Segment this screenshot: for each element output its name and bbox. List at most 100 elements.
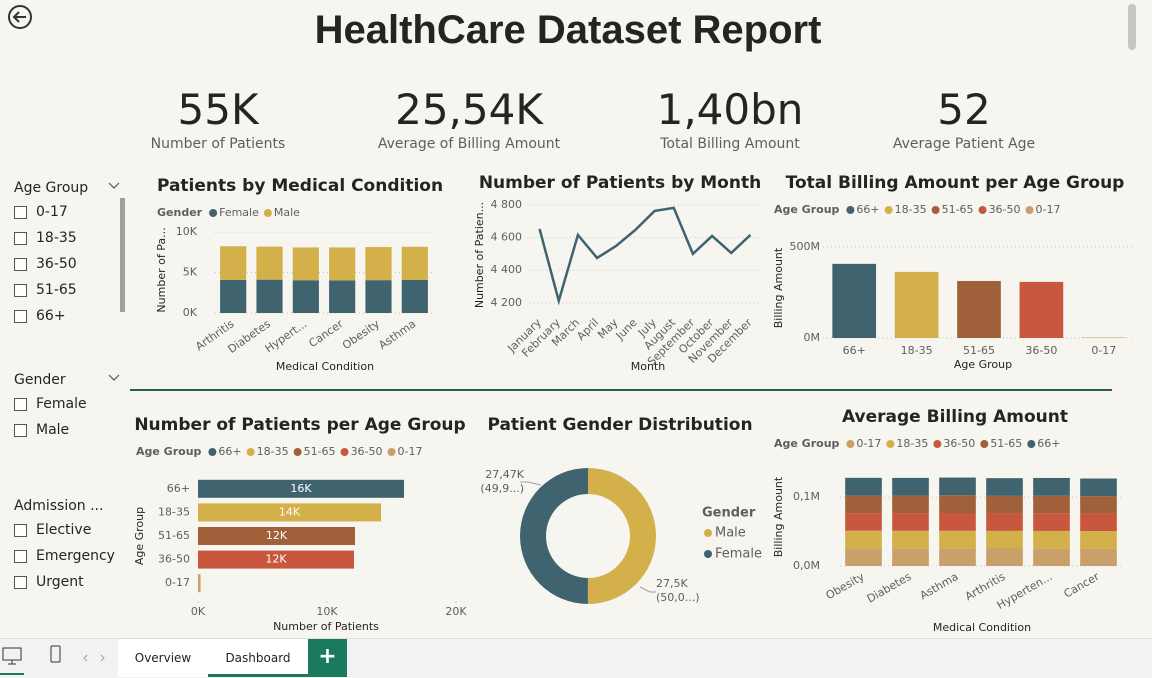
- checkbox[interactable]: [14, 257, 27, 271]
- legend-marker: [293, 448, 302, 456]
- slicer-item[interactable]: 51-65: [14, 277, 88, 303]
- x-tick-label: Cancer: [306, 317, 346, 350]
- bar-segment: [939, 495, 976, 514]
- checkbox[interactable]: [14, 423, 27, 437]
- x-tick-label: Cancer: [1061, 570, 1101, 601]
- y-axis-label: Billing Amount: [772, 476, 785, 557]
- legend-label: 51-65: [990, 437, 1022, 450]
- bar-segment: [1033, 477, 1070, 496]
- x-axis-label: Medical Condition: [276, 360, 374, 373]
- slicer-item-label[interactable]: 51-65: [36, 282, 77, 298]
- chart-title: Average Billing Amount: [842, 407, 1068, 427]
- kpi-value: 55K: [177, 85, 259, 134]
- legend-marker: [704, 550, 712, 558]
- legend-marker: [387, 448, 396, 456]
- x-tick-label: 66+: [843, 344, 866, 357]
- slicer-title: Gender: [14, 372, 66, 388]
- donut-slice: [587, 467, 657, 604]
- tab-scroll[interactable]: [83, 654, 105, 662]
- legend-label: 66+: [1037, 437, 1060, 450]
- data-label: 12K: [266, 529, 288, 542]
- report-canvas: Patients by Medical Condition Number of P…: [0, 0, 1152, 638]
- kpi-card: 52 Average Patient Age: [844, 84, 1084, 152]
- add-page-button[interactable]: +: [308, 639, 347, 677]
- bar-segment: [1080, 548, 1117, 566]
- legend-label: Male: [274, 206, 300, 219]
- slicer-chevron[interactable]: [108, 182, 120, 381]
- bar: [1081, 337, 1126, 338]
- slicer-item[interactable]: 36-50: [14, 251, 88, 277]
- checkbox[interactable]: [14, 231, 27, 245]
- legend-marker: [263, 209, 272, 217]
- legend-label: 36-50: [943, 437, 975, 450]
- slicer-item[interactable]: Emergency: [14, 543, 115, 569]
- slicer-item-label[interactable]: Male: [36, 422, 70, 438]
- legend-label: Female: [219, 206, 259, 219]
- bar-segment: [986, 513, 1023, 531]
- slicer-item-label[interactable]: Elective: [36, 522, 92, 538]
- legend-label: Male: [715, 526, 746, 541]
- slicer-item-label[interactable]: Emergency: [36, 548, 115, 564]
- back-button[interactable]: [8, 5, 32, 29]
- slicer-scrollbar[interactable]: [120, 198, 125, 312]
- legend-marker: [931, 206, 940, 214]
- bar-segment: [939, 513, 976, 531]
- y-tick-label: 500M: [790, 240, 821, 253]
- legend-label: 66+: [856, 203, 879, 216]
- legend-marker: [933, 440, 942, 448]
- x-tick-label: Hypert...: [263, 317, 310, 355]
- line: [538, 206, 752, 306]
- slicer-item[interactable]: Urgent: [14, 569, 115, 595]
- legend-marker: [978, 206, 987, 214]
- checkbox[interactable]: [14, 205, 27, 219]
- bar-segment: [1033, 495, 1070, 514]
- x-tick-label: 51-65: [963, 344, 995, 357]
- slicer-item-label[interactable]: 36-50: [36, 256, 77, 272]
- bar-segment: [256, 279, 283, 313]
- kpi-value: 1,40bn: [656, 85, 804, 134]
- checkbox[interactable]: [14, 575, 27, 589]
- legend-marker: [1027, 440, 1036, 448]
- slicer-item[interactable]: 66+: [14, 303, 88, 329]
- bar-segment: [329, 280, 356, 313]
- tab[interactable]: Overview: [118, 639, 209, 677]
- checkbox[interactable]: [14, 523, 27, 537]
- slicer-item[interactable]: Male: [14, 417, 87, 443]
- slicer-title: Age Group: [14, 180, 89, 196]
- checkbox[interactable]: [14, 397, 27, 411]
- slicer-item[interactable]: 18-35: [14, 225, 88, 251]
- kpi-label: Average Patient Age: [892, 136, 1036, 152]
- slicer-item[interactable]: Elective: [14, 517, 115, 543]
- bar: [198, 527, 355, 545]
- slicer-item-label[interactable]: 0-17: [36, 204, 68, 220]
- mobile-view[interactable]: [50, 645, 61, 663]
- checkbox[interactable]: [14, 283, 27, 297]
- donut-slice: [520, 468, 588, 604]
- report-title: HealthCare Dataset Report: [314, 8, 822, 52]
- y-axis-label: Number of Pa...: [155, 227, 168, 312]
- legend-marker: [208, 448, 217, 456]
- legend-marker: [1025, 206, 1034, 214]
- slicer-item[interactable]: Female: [14, 391, 87, 417]
- slicer-item-label[interactable]: 66+: [36, 308, 66, 324]
- checkbox[interactable]: [14, 309, 27, 323]
- legend-marker: [246, 448, 255, 456]
- bar-segment: [986, 495, 1023, 514]
- legend-marker: [980, 440, 989, 448]
- slicer-item[interactable]: 0-17: [14, 199, 88, 225]
- legend-label: 0-17: [398, 445, 423, 458]
- bar-segment: [892, 530, 929, 549]
- legend-label: 51-65: [942, 203, 974, 216]
- checkbox[interactable]: [14, 549, 27, 563]
- slicer-item-label[interactable]: 18-35: [36, 230, 77, 246]
- y-axis-label: Billing Amount: [772, 247, 785, 328]
- slicer-item-label[interactable]: Female: [36, 396, 87, 412]
- bar-segment: [986, 530, 1023, 549]
- legend-marker: [846, 206, 855, 214]
- scrollbar[interactable]: [1128, 4, 1136, 50]
- tab-active[interactable]: Dashboard: [208, 639, 309, 677]
- y-tick-label: 0M: [804, 331, 821, 344]
- bar-segment: [292, 247, 319, 281]
- desktop-view[interactable]: [0, 647, 24, 675]
- slicer-item-label[interactable]: Urgent: [36, 574, 84, 590]
